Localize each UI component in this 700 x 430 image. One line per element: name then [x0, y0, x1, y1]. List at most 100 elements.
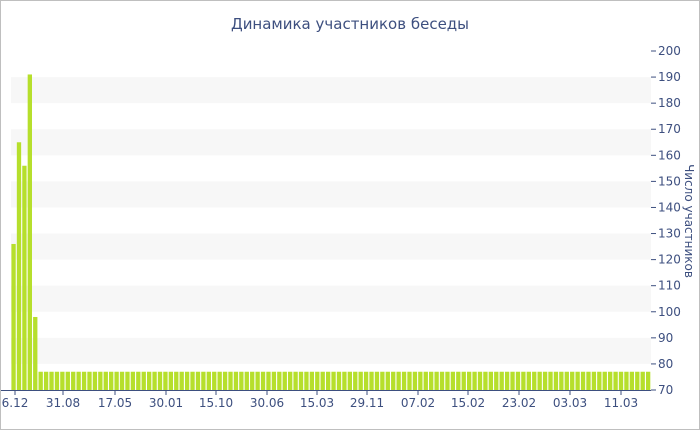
y-axis-ticks: 70 80 90 100 110 120 130 140 150 160 170 180 190 200	[651, 44, 681, 397]
bar	[494, 371, 499, 390]
x-tick-label: 23.02	[502, 396, 536, 410]
x-tick-label: 17.05	[98, 396, 132, 410]
bar	[190, 371, 195, 390]
bar	[385, 371, 390, 390]
bar	[391, 371, 396, 390]
bar	[429, 371, 434, 390]
bar	[553, 371, 559, 390]
y-tick-label: 180	[658, 96, 681, 110]
bar	[645, 371, 651, 390]
x-tick-label: 15.10	[199, 396, 233, 410]
bar	[418, 371, 423, 390]
y-tick-label: 190	[658, 70, 681, 84]
y-tick-label: 110	[658, 279, 681, 293]
bar	[477, 371, 483, 390]
bar	[331, 371, 336, 390]
bar	[499, 371, 504, 390]
bar	[591, 371, 597, 390]
bar	[174, 371, 179, 390]
bar	[22, 165, 27, 390]
bar	[109, 371, 114, 390]
bar	[43, 371, 49, 390]
bar	[423, 371, 428, 390]
bar	[141, 371, 146, 390]
x-tick-label: 6.12	[2, 396, 29, 410]
bar	[640, 371, 645, 390]
bar	[445, 371, 450, 390]
y-tick-label: 100	[658, 305, 681, 319]
y-tick-label: 120	[658, 253, 681, 267]
bar	[570, 371, 575, 390]
y-tick-label: 170	[658, 122, 681, 136]
grid-bands	[11, 77, 651, 364]
x-tick-label: 31.08	[46, 396, 80, 410]
bar	[293, 371, 298, 390]
bar	[309, 371, 315, 390]
bar	[602, 371, 607, 390]
grid-band	[11, 285, 651, 312]
bar	[559, 371, 564, 390]
bar	[212, 371, 217, 390]
bar	[233, 371, 239, 390]
y-tick-label: 90	[658, 331, 673, 345]
bar	[114, 371, 119, 390]
bar	[613, 371, 618, 390]
bar	[521, 371, 526, 390]
bar	[586, 371, 591, 390]
y-tick-label: 200	[658, 44, 681, 58]
bar	[363, 371, 369, 390]
bar	[157, 371, 163, 390]
bar	[250, 371, 255, 390]
bar	[195, 371, 201, 390]
bar	[320, 371, 325, 390]
bar	[461, 371, 466, 390]
bar	[353, 371, 358, 390]
bar	[65, 371, 70, 390]
bar	[510, 371, 515, 390]
bar	[184, 371, 190, 390]
bar	[60, 371, 65, 390]
x-tick-label: 30.06	[250, 396, 284, 410]
bar	[580, 371, 586, 390]
bar-series	[11, 74, 651, 390]
bar	[271, 371, 277, 390]
bar	[532, 371, 537, 390]
bar	[358, 371, 363, 390]
bar	[16, 142, 22, 390]
bar	[298, 371, 304, 390]
bar	[369, 371, 374, 390]
x-tick-label: 07.02	[401, 396, 435, 410]
bar	[168, 371, 174, 390]
bar	[315, 371, 320, 390]
bar	[575, 371, 580, 390]
x-tick-label: 11.03	[604, 396, 638, 410]
bar	[401, 371, 407, 390]
y-tick-label: 80	[658, 357, 673, 371]
bar	[71, 371, 76, 390]
y-tick-label: 70	[658, 383, 673, 397]
bar	[434, 371, 439, 390]
bar	[635, 371, 640, 390]
bar	[146, 371, 152, 390]
bar	[92, 371, 98, 390]
bar	[179, 371, 184, 390]
bar	[288, 371, 293, 390]
bar	[163, 371, 168, 390]
bar	[342, 371, 347, 390]
bar	[597, 371, 602, 390]
bar	[439, 371, 445, 390]
grid-band	[11, 181, 651, 208]
bar	[81, 371, 87, 390]
bar	[542, 371, 548, 390]
bar	[282, 371, 287, 390]
bar	[136, 371, 141, 390]
grid-band	[11, 77, 651, 104]
x-tick-label: 03.03	[553, 396, 587, 410]
y-tick-label: 150	[658, 174, 681, 188]
bar	[54, 371, 60, 390]
bar	[515, 371, 521, 390]
bar	[526, 371, 531, 390]
bar	[629, 371, 635, 390]
